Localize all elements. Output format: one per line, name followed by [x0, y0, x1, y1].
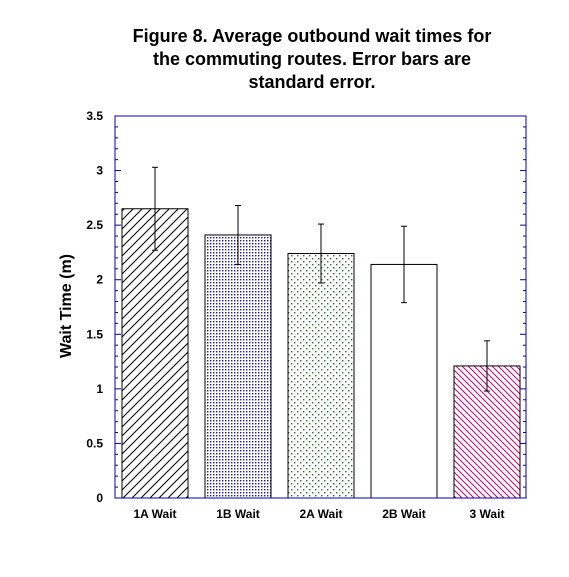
chart-title-line-1: Figure 8. Average outbound wait times fo… — [133, 26, 492, 46]
y-tick-label: 0.5 — [86, 436, 103, 450]
chart-title: Figure 8. Average outbound wait times fo… — [133, 26, 492, 92]
error-bar — [152, 166, 158, 251]
error-bar — [484, 340, 490, 392]
bar-2b-wait — [370, 263, 438, 499]
error-bar — [318, 223, 324, 284]
x-axis-tick-labels: 1A Wait 1B Wait 2A Wait 2B Wait 3 Wait — [133, 507, 504, 521]
error-bar — [401, 225, 407, 304]
y-axis-label: Wait Time (m) — [58, 254, 75, 358]
y-tick-label: 1 — [96, 382, 103, 396]
x-tick-label: 2B Wait — [382, 507, 426, 521]
x-tick-label: 1B Wait — [216, 507, 260, 521]
y-tick-label: 2 — [96, 273, 103, 287]
y-tick-label: 3 — [96, 164, 103, 178]
y-tick-label: 0 — [96, 491, 103, 505]
error-bar-group — [152, 166, 490, 392]
plot-frame — [114, 115, 527, 499]
bar-1a-wait — [121, 208, 189, 499]
y-tick-label: 3.5 — [86, 109, 103, 123]
chart-title-line-2: the commuting routes. Error bars are — [153, 49, 471, 69]
y-tick-label: 2.5 — [86, 218, 103, 232]
chart-title-line-3: standard error. — [248, 72, 375, 92]
y-tick-label: 1.5 — [86, 327, 103, 341]
y-axis-tick-labels: 0 0.5 1 1.5 2 2.5 3 3.5 — [86, 109, 103, 505]
x-tick-label: 3 Wait — [470, 507, 505, 521]
x-tick-label: 2A Wait — [299, 507, 342, 521]
bar-2a-wait — [287, 253, 355, 499]
x-tick-label: 1A Wait — [133, 507, 176, 521]
error-bar — [235, 204, 241, 265]
bar-1b-wait — [204, 234, 272, 499]
